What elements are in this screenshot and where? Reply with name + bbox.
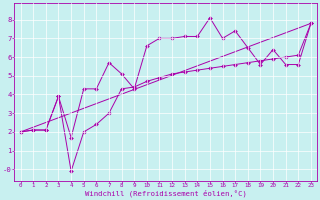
X-axis label: Windchill (Refroidissement éolien,°C): Windchill (Refroidissement éolien,°C) [85, 190, 247, 197]
